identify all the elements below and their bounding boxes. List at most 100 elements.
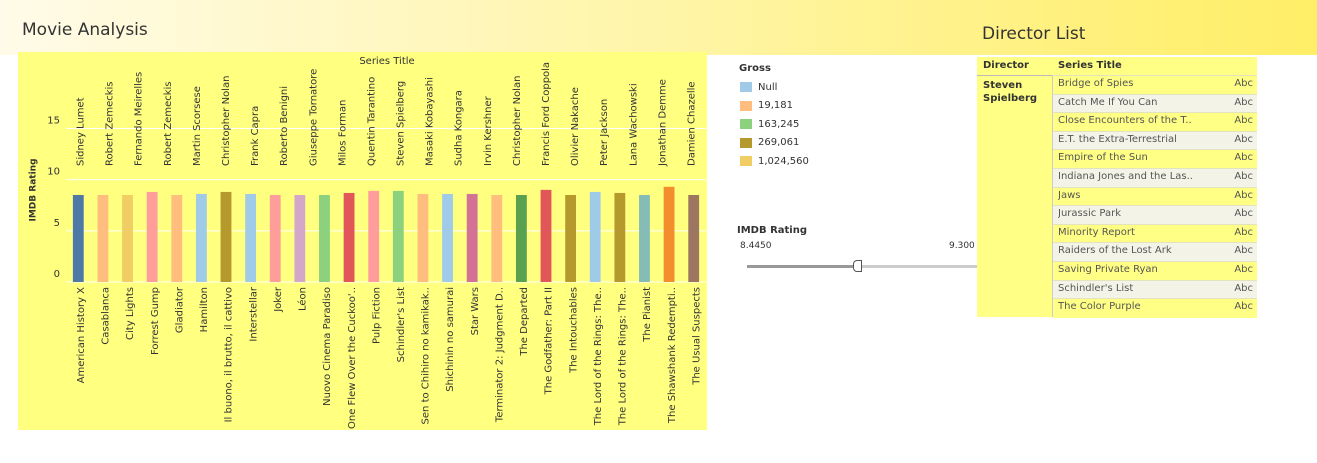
bar bbox=[614, 192, 626, 282]
row-fill bbox=[1053, 75, 1257, 95]
table-row: Schindler's List Abc bbox=[977, 279, 1257, 300]
mark-label: Robert Zemeckis bbox=[163, 81, 174, 166]
bar bbox=[72, 195, 84, 282]
mark-label: Jonathan Demme bbox=[657, 79, 668, 167]
table-row: Jaws Abc bbox=[977, 186, 1257, 207]
title-cell: Jaws bbox=[1058, 189, 1081, 201]
x-tick-label: Schindler's List bbox=[396, 287, 407, 362]
x-tick-label: Sen to Chihiro no kamikak.. bbox=[421, 287, 432, 424]
title-cell: Close Encounters of the T.. bbox=[1058, 115, 1192, 127]
legend-swatch bbox=[740, 156, 752, 167]
x-tick-label: Hamilton bbox=[199, 287, 210, 332]
mark-label: Giuseppe Tornatore bbox=[308, 69, 319, 166]
bar bbox=[171, 195, 183, 282]
bar bbox=[319, 195, 330, 282]
title-cell: Bridge of Spies bbox=[1058, 78, 1134, 89]
x-tick-label: The Departed bbox=[519, 287, 530, 357]
x-tick-label: Terminator 2: Judgment D.. bbox=[494, 287, 505, 423]
filter-min: 8.4450 bbox=[740, 241, 772, 251]
mark-label: Damien Chazelle bbox=[686, 81, 697, 166]
bar bbox=[195, 193, 207, 282]
x-tick-label: Pulp Fiction bbox=[371, 287, 382, 344]
legend-swatch bbox=[740, 119, 752, 130]
row-fill bbox=[1053, 261, 1257, 281]
x-tick-label: The Lord of the Rings: The.. bbox=[618, 287, 629, 426]
mark-label: Sidney Lumet bbox=[76, 97, 87, 166]
mark-label: Martin Scorsese bbox=[192, 86, 203, 166]
mark-label: Fernando Meirelles bbox=[134, 72, 145, 166]
x-tick-label: Gladiator bbox=[174, 286, 185, 333]
mark-label: Frank Capra bbox=[250, 106, 261, 166]
marker-cell: Abc bbox=[1234, 264, 1253, 275]
bar bbox=[565, 195, 577, 282]
row-fill bbox=[1053, 112, 1257, 132]
bar bbox=[220, 191, 232, 282]
x-tick-label: American History X bbox=[76, 287, 87, 384]
row-fill bbox=[1053, 205, 1257, 225]
table-header: Director Series Title bbox=[977, 57, 1257, 76]
table-row: Bridge of Spies Abc bbox=[977, 75, 1257, 95]
column-header: Director bbox=[983, 60, 1029, 71]
x-tick-label: One Flew Over the Cuckoo'.. bbox=[347, 287, 358, 429]
header-banner: Movie Analysis Director List bbox=[0, 0, 1317, 55]
slider-handle[interactable] bbox=[853, 260, 862, 272]
chart: Series Title IMDB Rating 0 5 10 15 American … bbox=[18, 52, 707, 430]
marker-cell: Abc bbox=[1234, 208, 1253, 220]
y-tick-label: 15 bbox=[47, 115, 60, 126]
mark-label: Robert Zemeckis bbox=[105, 81, 116, 166]
slider[interactable] bbox=[737, 257, 979, 277]
x-tick-label: The Godfather: Part II bbox=[544, 287, 555, 395]
x-tick-label: Shichinin no samurai bbox=[445, 287, 456, 392]
director-cell: Steven Spielberg bbox=[983, 80, 1038, 104]
row-fill bbox=[1053, 242, 1257, 262]
x-tick-label: The Lord of the Rings: The.. bbox=[593, 287, 604, 426]
mark-label: Steven Spielberg bbox=[396, 81, 407, 166]
x-tick-label: City Lights bbox=[125, 287, 136, 340]
mark-label: Olivier Nakache bbox=[570, 87, 581, 166]
dashboard-title: Movie Analysis bbox=[22, 20, 148, 40]
marker-cell: Abc bbox=[1234, 96, 1253, 108]
marker-cell: Abc bbox=[1234, 152, 1253, 164]
legend-item: 163,245 bbox=[737, 115, 857, 134]
bar bbox=[146, 191, 158, 282]
legend-title: Gross bbox=[739, 63, 771, 74]
legend-label: Null bbox=[758, 81, 778, 93]
bar bbox=[417, 193, 429, 282]
bar bbox=[515, 195, 527, 282]
range-filter: IMDB Rating 8.4450 9.300 bbox=[737, 225, 979, 277]
legend-swatch bbox=[740, 82, 752, 93]
legend-label: 1,024,560 bbox=[758, 155, 809, 167]
table-row: Empire of the Sun Abc bbox=[977, 149, 1257, 169]
marker-cell: Abc bbox=[1234, 245, 1253, 257]
table-row: Catch Me If You Can Abc bbox=[977, 93, 1257, 114]
row-fill bbox=[1053, 168, 1257, 188]
mark-label: Irvin Kershner bbox=[483, 95, 494, 166]
y-tick-label: 0 bbox=[54, 269, 60, 280]
title-cell: Catch Me If You Can bbox=[1058, 96, 1158, 108]
bar bbox=[663, 186, 675, 282]
row-fill bbox=[1053, 298, 1257, 318]
row-fill bbox=[1053, 186, 1257, 207]
title-cell: Schindler's List bbox=[1058, 282, 1134, 294]
bar bbox=[688, 195, 700, 282]
title-cell: Minority Report bbox=[1058, 226, 1135, 238]
title-cell: Jurassic Park bbox=[1058, 208, 1122, 220]
x-tick-label: The Pianist bbox=[642, 287, 653, 343]
x-tick-label: Interstellar bbox=[248, 286, 259, 341]
marker-cell: Abc bbox=[1234, 301, 1253, 313]
x-tick-label: Forrest Gump bbox=[150, 287, 161, 355]
bar bbox=[639, 195, 650, 282]
x-tick-label: Joker bbox=[273, 286, 284, 313]
chart-title: Series Title bbox=[359, 56, 414, 67]
bar bbox=[343, 192, 355, 282]
table-row: E.T. the Extra-Terrestrial Abc bbox=[977, 130, 1257, 151]
bar bbox=[245, 193, 257, 282]
marker-cell: Abc bbox=[1234, 78, 1253, 89]
table-row: Minority Report Abc bbox=[977, 223, 1257, 244]
column-divider bbox=[1052, 75, 1053, 317]
table-row: Saving Private Ryan Abc bbox=[977, 261, 1257, 281]
marker-cell: Abc bbox=[1234, 189, 1253, 201]
legend-item: Null bbox=[737, 78, 857, 97]
mark-label: Quentin Tarantino bbox=[366, 77, 377, 166]
y-axis-label: IMDB Rating bbox=[29, 158, 39, 221]
